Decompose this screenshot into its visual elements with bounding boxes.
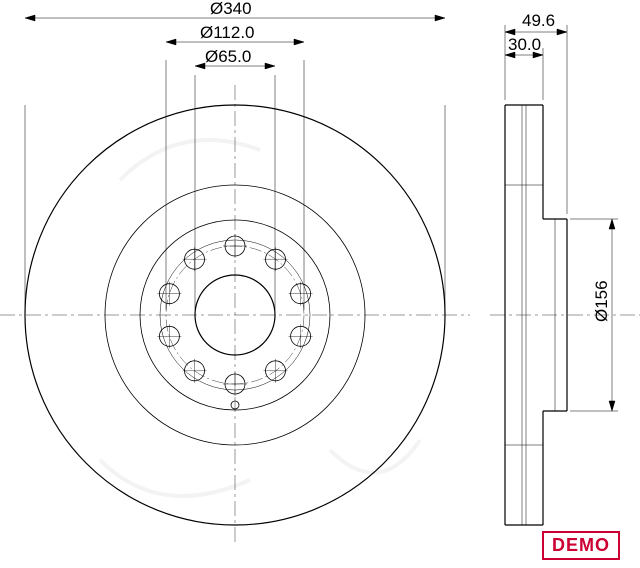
demo-label: DEMO xyxy=(552,535,610,555)
dimension-labels: Ø340 Ø112.0 Ø65.0 49.6 30.0 Ø156 xyxy=(200,0,611,322)
drawing-canvas: Ø340 Ø112.0 Ø65.0 49.6 30.0 Ø156 DEMO xyxy=(0,0,640,568)
dim-depth: 49.6 xyxy=(522,11,555,30)
dim-bolt-circle: Ø112.0 xyxy=(200,23,255,42)
dim-thickness: 30.0 xyxy=(508,35,541,54)
dim-outer-dia: Ø340 xyxy=(210,0,252,18)
technical-drawing-svg: Ø340 Ø112.0 Ø65.0 49.6 30.0 Ø156 xyxy=(0,0,640,568)
dim-hat-dia: Ø156 xyxy=(592,280,611,322)
front-centerlines xyxy=(0,85,470,545)
demo-badge: DEMO xyxy=(542,531,620,560)
dim-center-bore: Ø65.0 xyxy=(205,47,251,66)
